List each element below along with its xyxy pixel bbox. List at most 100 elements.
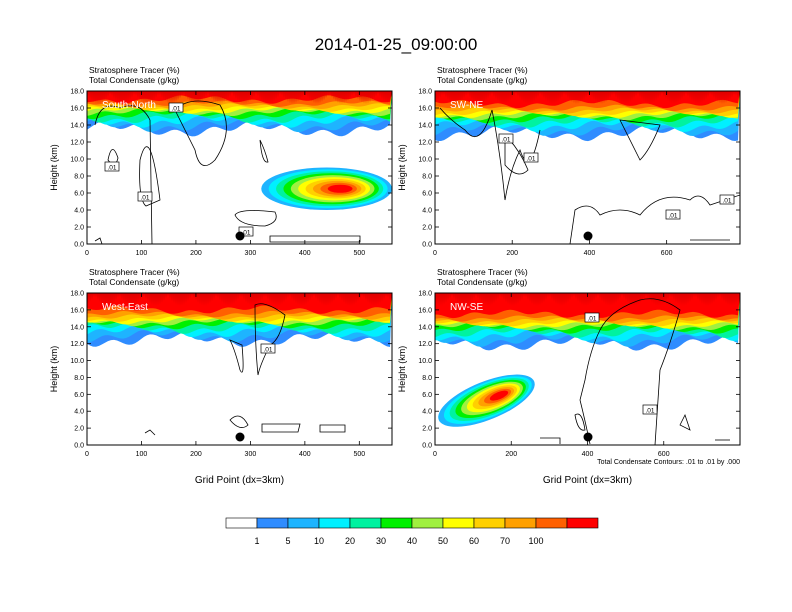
condensate-contour bbox=[504, 134, 529, 175]
location-marker bbox=[583, 432, 593, 442]
contour-label: .01 bbox=[260, 343, 276, 354]
contour-label: .01 bbox=[584, 312, 600, 323]
page-title: 2014-01-25_09:00:00 bbox=[315, 35, 478, 54]
location-marker bbox=[583, 231, 593, 241]
y-tick-label: 4.0 bbox=[422, 208, 432, 215]
tracer-blob bbox=[438, 374, 535, 427]
x-tick-label: 0 bbox=[85, 250, 89, 257]
y-tick-label: 16.0 bbox=[418, 106, 432, 113]
condensate-contour bbox=[229, 415, 249, 428]
tracer-spikes bbox=[87, 293, 392, 306]
panel-3: .01 West-East Stratosphere Tracer (%)Total… bbox=[49, 267, 393, 486]
contour-label-box bbox=[498, 133, 514, 144]
y-tick-label: 6.0 bbox=[74, 191, 84, 198]
tracer-blob-ring bbox=[327, 184, 353, 193]
contour-label-box bbox=[523, 152, 539, 163]
colorbar-cell bbox=[411, 517, 444, 529]
y-tick-label: 2.0 bbox=[74, 225, 84, 232]
y-tick-label: 18.0 bbox=[70, 291, 84, 298]
y-tick-label: 18.0 bbox=[418, 291, 432, 298]
colorbar-cell bbox=[287, 517, 320, 529]
condensate-contour bbox=[579, 298, 681, 445]
condensate-contour bbox=[261, 423, 301, 433]
y-tick-label: 18.0 bbox=[70, 89, 84, 96]
contour-label-box bbox=[104, 161, 120, 172]
y-tick-label: 6.0 bbox=[74, 392, 84, 399]
colorbar-cell bbox=[349, 517, 382, 529]
x-tick-label: 600 bbox=[658, 451, 670, 458]
colorbar-label: 40 bbox=[407, 536, 417, 546]
y-tick-label: 8.0 bbox=[422, 375, 432, 382]
plot-area bbox=[87, 293, 392, 445]
contour-label-box bbox=[168, 102, 184, 113]
contour-label: .01 bbox=[498, 133, 514, 144]
panels: .01 .01 .01 .01 South-North Stratosphere Trac… bbox=[49, 65, 741, 486]
y-tick-label: 14.0 bbox=[418, 324, 432, 331]
condensate-contour bbox=[234, 210, 277, 227]
x-tick-label: 200 bbox=[190, 250, 202, 257]
contour-info: Total Condensate Contours: .01 to .01 by… bbox=[597, 459, 740, 466]
x-tick-label: 600 bbox=[661, 250, 673, 257]
y-tick-label: 14.0 bbox=[418, 123, 432, 130]
contour-label: .01 bbox=[642, 404, 658, 415]
tracer-band bbox=[435, 91, 740, 109]
panel-frame bbox=[86, 90, 393, 245]
plot-area bbox=[435, 91, 740, 244]
x-axis-label: Grid Point (dx=3km) bbox=[543, 475, 632, 486]
panel-title: Stratosphere Tracer (%) bbox=[437, 65, 528, 75]
colorbar-label: 20 bbox=[345, 536, 355, 546]
x-tick-label: 400 bbox=[584, 250, 596, 257]
colorbar-cell bbox=[318, 517, 351, 529]
contour-label: .01 bbox=[104, 161, 120, 172]
x-tick-label: 100 bbox=[136, 451, 148, 458]
panel-label: SW-NE bbox=[450, 100, 483, 111]
colorbar-cell bbox=[535, 517, 568, 529]
colorbar-cell bbox=[566, 517, 599, 529]
tracer-blob bbox=[261, 167, 392, 210]
condensate-contour bbox=[619, 119, 661, 161]
contour-label-text: .01 bbox=[587, 316, 596, 323]
panel-1: .01 .01 .01 .01 South-North Stratosphere Trac… bbox=[49, 65, 393, 257]
condensate-contour bbox=[679, 413, 691, 431]
y-tick-label: 12.0 bbox=[418, 341, 432, 348]
contour-label-text: .01 bbox=[526, 156, 535, 163]
location-marker bbox=[235, 231, 245, 241]
contour-label-box bbox=[665, 209, 681, 220]
panel-title: Stratosphere Tracer (%) bbox=[89, 65, 180, 75]
contour-label-box bbox=[137, 191, 153, 202]
tracer-blob-ring bbox=[489, 390, 509, 401]
colorbar-label: 50 bbox=[438, 536, 448, 546]
y-tick-label: 8.0 bbox=[422, 174, 432, 181]
contour-label-text: .01 bbox=[501, 137, 510, 144]
y-tick-label: 12.0 bbox=[70, 140, 84, 147]
plot-area bbox=[87, 91, 392, 244]
y-tick-label: 16.0 bbox=[70, 307, 84, 314]
colorbar-label: 100 bbox=[528, 536, 543, 546]
y-tick-label: 10.0 bbox=[70, 157, 84, 164]
panel-subtitle: Total Condensate (g/kg) bbox=[437, 277, 527, 287]
colorbar-cell bbox=[380, 517, 413, 529]
y-tick-label: 10.0 bbox=[70, 358, 84, 365]
panel-label: South-North bbox=[102, 100, 156, 111]
tracer-spikes bbox=[87, 91, 392, 104]
y-tick-label: 2.0 bbox=[74, 426, 84, 433]
colorbar-label: 5 bbox=[285, 536, 290, 546]
condensate-contour bbox=[319, 424, 346, 433]
x-tick-label: 500 bbox=[353, 250, 365, 257]
x-tick-label: 200 bbox=[506, 250, 518, 257]
condensate-contour bbox=[139, 146, 161, 207]
y-tick-label: 12.0 bbox=[70, 341, 84, 348]
condensate-contour bbox=[144, 429, 156, 436]
contour-label-text: .01 bbox=[171, 106, 180, 113]
condensate-contour bbox=[569, 194, 740, 244]
contour-label-box bbox=[584, 312, 600, 323]
condensate-contour bbox=[174, 100, 227, 167]
tracer-band bbox=[87, 293, 392, 314]
panel-frame bbox=[86, 292, 393, 446]
y-tick-label: 2.0 bbox=[422, 426, 432, 433]
colorbar-label: 10 bbox=[314, 536, 324, 546]
tracer-spikes bbox=[435, 91, 740, 104]
y-tick-label: 2.0 bbox=[422, 225, 432, 232]
contour-label-text: .01 bbox=[668, 213, 677, 220]
